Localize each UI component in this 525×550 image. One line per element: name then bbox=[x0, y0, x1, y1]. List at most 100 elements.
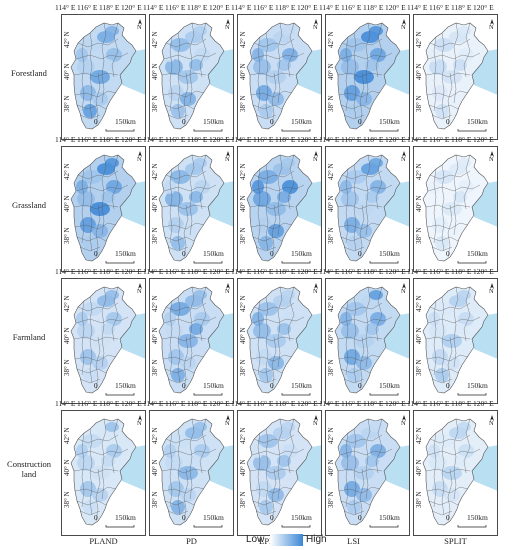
longitude-label: 120° E bbox=[473, 135, 494, 144]
scale-zero-label: 0 bbox=[182, 381, 186, 390]
latitude-label: 42° N bbox=[239, 31, 247, 48]
county-boundary bbox=[463, 418, 471, 474]
county-boundary bbox=[427, 316, 481, 324]
county-patch bbox=[340, 180, 352, 194]
county-boundary bbox=[77, 434, 119, 444]
longitude-label: 114° E bbox=[407, 135, 428, 144]
latitude-label: 40° N bbox=[239, 459, 247, 476]
county-patch bbox=[356, 92, 372, 106]
row-label: Grassland bbox=[2, 200, 56, 210]
longitude-label: 118° E bbox=[275, 267, 296, 276]
county-boundary bbox=[255, 510, 277, 516]
county-patch bbox=[442, 334, 462, 348]
county-boundary bbox=[89, 164, 93, 252]
row-label: Forestland bbox=[2, 68, 56, 78]
scale-distance-label: 150km bbox=[467, 513, 488, 522]
north-arrow-icon bbox=[490, 415, 494, 421]
map-svg bbox=[246, 415, 321, 528]
county-patch bbox=[256, 481, 272, 497]
county-boundary bbox=[265, 296, 269, 384]
longitude-label: 118° E bbox=[363, 135, 384, 144]
county-patch bbox=[178, 466, 198, 480]
county-boundary bbox=[73, 204, 119, 210]
county-patch bbox=[435, 236, 449, 250]
row-label-line: Grassland bbox=[12, 200, 46, 210]
county-patch bbox=[365, 455, 379, 467]
legend-low-label: Low bbox=[246, 534, 265, 545]
longitude-label: 116° E bbox=[165, 267, 186, 276]
north-arrow-icon bbox=[138, 415, 142, 421]
north-arrow-icon bbox=[138, 283, 142, 289]
county-patch bbox=[281, 158, 295, 168]
column-label: SPLIT bbox=[444, 536, 467, 546]
county-boundary bbox=[95, 468, 101, 522]
scale-bar bbox=[193, 393, 223, 396]
county-boundary bbox=[183, 72, 189, 126]
map-svg bbox=[70, 151, 145, 264]
longitude-label: 116° E bbox=[429, 3, 450, 12]
county-patch bbox=[259, 500, 273, 514]
county-boundary bbox=[251, 52, 305, 60]
latitude-label: 38° N bbox=[151, 491, 159, 508]
longitude-label: 120° E bbox=[473, 399, 494, 408]
scale-bar bbox=[457, 393, 487, 396]
county-boundary bbox=[271, 72, 277, 126]
county-patch bbox=[435, 500, 449, 514]
county-boundary bbox=[79, 114, 101, 120]
county-patch bbox=[189, 455, 203, 467]
county-patch bbox=[282, 444, 298, 458]
latitude-label: 40° N bbox=[239, 195, 247, 212]
longitude-label: 118° E bbox=[187, 267, 208, 276]
county-boundary bbox=[95, 204, 101, 258]
county-boundary bbox=[77, 38, 119, 48]
county-patch bbox=[453, 59, 467, 71]
scale-distance-label: 150km bbox=[203, 249, 224, 258]
county-boundary bbox=[162, 486, 205, 494]
longitude-label: 120° E bbox=[297, 135, 318, 144]
county-patch bbox=[164, 180, 176, 194]
county-boundary bbox=[163, 316, 217, 324]
longitude-label: 116° E bbox=[253, 267, 274, 276]
county-boundary bbox=[359, 468, 365, 522]
county-boundary bbox=[257, 168, 261, 244]
county-boundary bbox=[425, 468, 471, 474]
north-label: N bbox=[313, 288, 318, 295]
county-patch bbox=[429, 191, 447, 207]
county-boundary bbox=[337, 336, 383, 342]
county-patch bbox=[80, 481, 96, 497]
scale-bar bbox=[193, 261, 223, 264]
county-boundary bbox=[101, 154, 107, 236]
latitude-label: 40° N bbox=[415, 459, 423, 476]
longitude-label: 118° E bbox=[99, 3, 120, 12]
county-boundary bbox=[165, 434, 207, 444]
county-boundary bbox=[341, 170, 383, 180]
county-boundary bbox=[447, 336, 453, 390]
county-boundary bbox=[345, 168, 349, 244]
county-patch bbox=[90, 202, 110, 216]
latitude-label: 38° N bbox=[151, 227, 159, 244]
county-boundary bbox=[433, 432, 437, 508]
county-boundary bbox=[177, 428, 181, 516]
county-boundary bbox=[338, 222, 381, 230]
county-boundary bbox=[287, 22, 295, 78]
latitude-label: 42° N bbox=[63, 427, 71, 444]
county-patch bbox=[432, 349, 448, 365]
latitude-label: 42° N bbox=[415, 427, 423, 444]
county-patch bbox=[180, 488, 196, 502]
longitude-label: 120° E bbox=[209, 267, 230, 276]
county-boundary bbox=[74, 222, 117, 230]
county-patch bbox=[168, 349, 184, 365]
north-label: N bbox=[137, 288, 142, 295]
sea-area bbox=[384, 49, 409, 95]
scale-zero-label: 0 bbox=[358, 249, 362, 258]
scale-bar bbox=[281, 129, 311, 132]
county-boundary bbox=[257, 432, 261, 508]
county-boundary bbox=[441, 296, 445, 384]
county-boundary bbox=[161, 204, 207, 210]
map-panel bbox=[325, 278, 410, 404]
county-patch bbox=[277, 191, 291, 203]
latitude-label: 40° N bbox=[151, 459, 159, 476]
county-patch bbox=[344, 481, 360, 497]
county-boundary bbox=[177, 32, 181, 120]
county-boundary bbox=[251, 184, 305, 192]
